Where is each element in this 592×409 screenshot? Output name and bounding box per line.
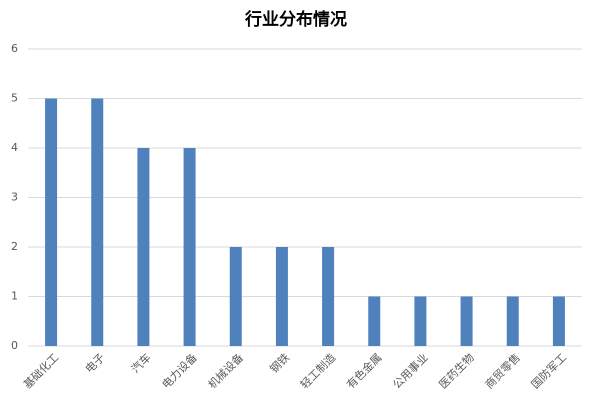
- y-tick-label: 3: [11, 191, 18, 204]
- x-tick-label: 电子: [83, 351, 108, 376]
- bar: [137, 148, 150, 346]
- bar: [552, 296, 565, 346]
- x-tick-label: 公用事业: [390, 351, 430, 391]
- x-tick-label: 有色金属: [343, 350, 384, 391]
- x-tick-label: 汽车: [128, 350, 153, 375]
- x-tick-label: 机械设备: [205, 350, 246, 391]
- bar: [45, 98, 58, 346]
- bar: [275, 247, 288, 346]
- x-tick-label: 电力设备: [159, 350, 200, 391]
- x-tick-label: 商贸零售: [482, 350, 523, 391]
- bar: [229, 247, 242, 346]
- bar: [506, 296, 519, 346]
- y-tick-label: 4: [11, 141, 18, 154]
- y-tick-label: 1: [11, 290, 18, 303]
- bar: [183, 148, 196, 346]
- x-tick-label: 钢铁: [267, 351, 292, 376]
- bar: [91, 98, 104, 346]
- x-tick-label: 轻工制造: [297, 350, 338, 391]
- bar: [460, 296, 473, 346]
- y-tick-label: 2: [11, 240, 18, 253]
- x-tick-label: 国防军工: [528, 350, 569, 391]
- y-tick-label: 0: [11, 339, 18, 352]
- chart-title: 行业分布情况: [244, 9, 347, 30]
- bar: [414, 296, 427, 346]
- bar: [322, 247, 335, 346]
- x-tick-label: 医药生物: [436, 350, 477, 391]
- y-tick-label: 5: [11, 92, 18, 105]
- bar: [368, 296, 381, 346]
- y-tick-label: 6: [11, 42, 18, 55]
- x-tick-label: 基础化工: [20, 350, 61, 391]
